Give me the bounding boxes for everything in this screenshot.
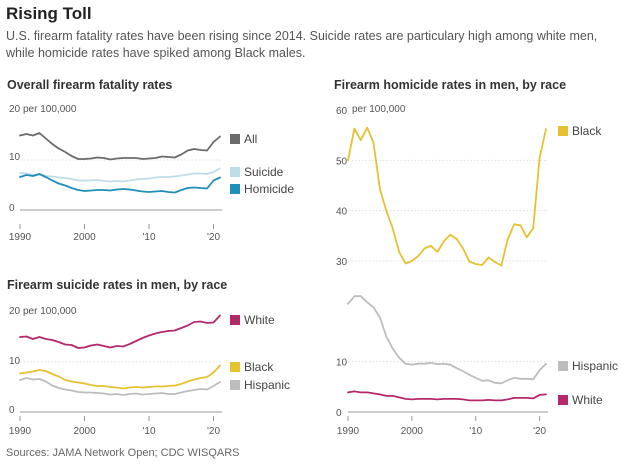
figure-subtitle: U.S. firearm fatality rates have been ri… (6, 29, 598, 60)
chart-suicide-unit: per 100,000 (23, 306, 77, 317)
legend-swatch-hispanic (558, 361, 568, 371)
x-tick-label: 2000 (401, 426, 424, 437)
series-line-white (19, 314, 221, 349)
x-tick-label: 2000 (73, 426, 96, 437)
legend-swatch-black (230, 362, 240, 372)
series-line-all (19, 132, 221, 161)
legend-swatch-white (558, 395, 568, 405)
x-tick-label: 1990 (9, 426, 32, 437)
y-tick-label: 30 (336, 257, 348, 268)
legend-label-black: Black (244, 360, 274, 374)
series-line-hispanic (19, 377, 221, 396)
x-tick-label: '10 (143, 426, 156, 437)
y-tick-label: 0 (9, 203, 15, 214)
chart-overall-title: Overall firearm fatality rates (7, 78, 172, 92)
y-tick-label: 20 (9, 306, 21, 317)
chart-suicide-by-race: Firearm suicide rates in men, by race 20… (7, 278, 290, 437)
series-line-black (347, 126, 547, 267)
figure-source: Sources: JAMA Network Open; CDC WISQARS (6, 447, 240, 459)
y-tick-label: 0 (9, 405, 15, 416)
legend-label-suicide: Suicide (244, 165, 284, 179)
legend-swatch-suicide (230, 167, 240, 177)
legend-swatch-all (230, 134, 240, 144)
y-tick-label: 20 (9, 104, 21, 115)
y-tick-label: 10 (336, 358, 348, 369)
chart-overall-unit: per 100,000 (23, 104, 77, 115)
legend-label-white: White (572, 393, 603, 407)
series-line-white (347, 390, 547, 402)
y-tick-label: 0 (336, 408, 342, 419)
y-tick-label: 40 (336, 207, 348, 218)
legend-label-homicide: Homicide (244, 182, 294, 196)
chart-suicide-title: Firearm suicide rates in men, by race (7, 278, 227, 292)
series-line-homicide (19, 173, 221, 194)
legend-label-black: Black (572, 124, 602, 138)
x-tick-label: 1990 (337, 426, 360, 437)
figure-title: Rising Toll (6, 4, 92, 23)
series-line-black (19, 364, 221, 390)
x-tick-label: '20 (207, 426, 220, 437)
y-tick-label: 50 (336, 156, 348, 167)
legend-label-hispanic: Hispanic (244, 378, 290, 392)
chart-homicide-by-race: Firearm homicide rates in men, by race 6… (334, 78, 618, 437)
legend-label-white: White (244, 313, 275, 327)
x-tick-label: '20 (533, 426, 546, 437)
y-tick-label: 10 (9, 356, 21, 367)
chart-overall: Overall firearm fatality rates 20 10 0 per… (7, 78, 294, 243)
y-tick-label: 10 (9, 152, 21, 163)
series-line-hispanic (347, 295, 547, 385)
x-tick-label: '20 (207, 232, 220, 243)
x-tick-label: '10 (469, 426, 482, 437)
legend-label-hispanic: Hispanic (572, 359, 618, 373)
series-line-suicide (19, 167, 221, 183)
legend-label-all: All (244, 132, 257, 146)
chart-homicide-unit: per 100,000 (352, 104, 406, 115)
legend-swatch-black (558, 126, 568, 136)
x-tick-label: 2000 (73, 232, 96, 243)
legend-swatch-hispanic (230, 380, 240, 390)
chart-homicide-title: Firearm homicide rates in men, by race (334, 78, 566, 92)
legend-swatch-white (230, 315, 240, 325)
y-tick-label: 60 (336, 106, 348, 117)
x-tick-label: '10 (143, 232, 156, 243)
x-tick-label: 1990 (9, 232, 32, 243)
legend-swatch-homicide (230, 184, 240, 194)
